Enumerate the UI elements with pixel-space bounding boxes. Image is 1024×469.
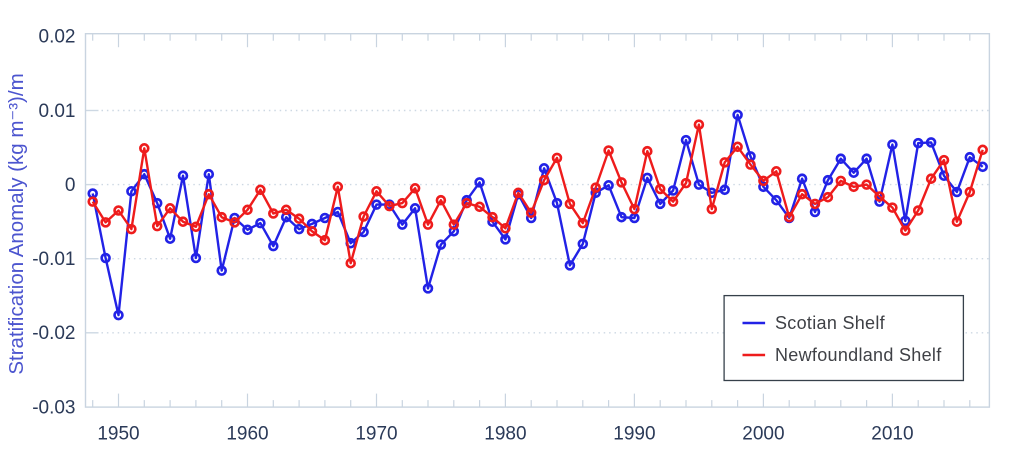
svg-text:-0.02: -0.02 <box>32 323 75 344</box>
svg-text:1970: 1970 <box>355 424 397 445</box>
svg-text:0: 0 <box>65 175 76 196</box>
svg-text:1950: 1950 <box>97 424 139 445</box>
svg-text:1960: 1960 <box>226 424 268 445</box>
svg-text:Stratification Anomaly (kg m⁻³: Stratification Anomaly (kg m⁻³)/m <box>5 73 28 374</box>
svg-text:2010: 2010 <box>871 424 913 445</box>
svg-text:0.02: 0.02 <box>39 27 76 48</box>
svg-text:1980: 1980 <box>484 424 526 445</box>
svg-text:Scotian Shelf: Scotian Shelf <box>775 313 886 333</box>
svg-text:0.01: 0.01 <box>39 101 76 122</box>
svg-text:2000: 2000 <box>742 424 784 445</box>
svg-text:Newfoundland Shelf: Newfoundland Shelf <box>775 345 942 365</box>
svg-text:-0.01: -0.01 <box>32 249 75 270</box>
svg-text:1990: 1990 <box>613 424 655 445</box>
svg-text:-0.03: -0.03 <box>32 397 75 418</box>
